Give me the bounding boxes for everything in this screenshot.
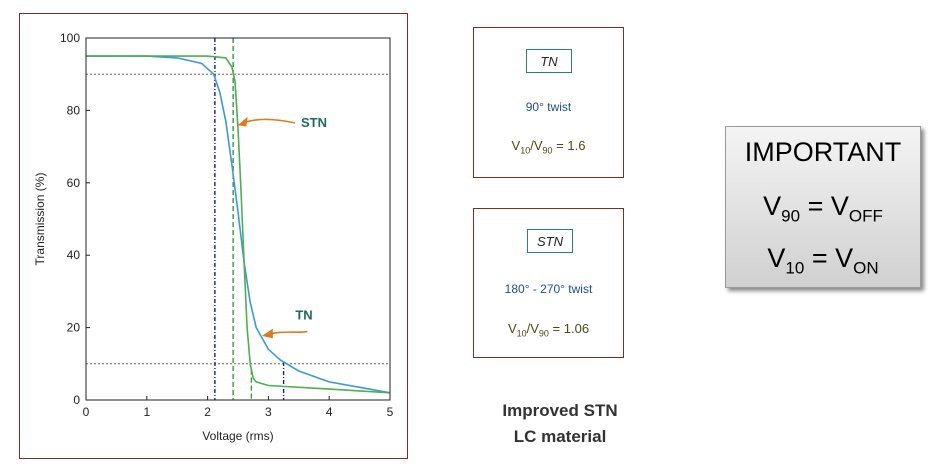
caption-line-1: Improved STN [502, 401, 618, 420]
stn-ratio-v: V [507, 321, 517, 336]
x-tick-label: 0 [83, 405, 90, 419]
series-line-tn [86, 55, 391, 394]
tn-ratio-slash: /V [530, 138, 543, 153]
stn-twist: 180° - 270° twist [504, 282, 593, 296]
y-tick-label: 20 [67, 321, 81, 335]
tn-ratio-v: V [511, 138, 521, 153]
eq-off-lhs-sub: 90 [781, 206, 801, 226]
stn-ratio-value: = 1.06 [548, 321, 590, 336]
stn-annotation-arrow [238, 118, 296, 126]
stn-info-box: STN 180° - 270° twist V10/V90 = 1.06 [473, 208, 624, 358]
tn-info-box: TN 90° twist V10/V90 = 1.6 [473, 27, 624, 178]
caption-line-2: LC material [513, 427, 607, 446]
important-box: IMPORTANT V90 = VOFF V10 = VON [725, 126, 921, 288]
chart-frame: 0 1 2 3 4 5 0 20 40 60 80 100 Voltage (rms) Transmiss… [19, 13, 408, 459]
eq-off-mid: = V [800, 191, 849, 221]
tn-ratio-sub2: 90 [542, 145, 553, 156]
stn-ratio-sub2: 90 [538, 328, 549, 339]
important-eq-on: V10 = VON [726, 243, 920, 278]
eq-on-lhs: V [767, 243, 786, 273]
plot-frame [85, 37, 391, 401]
tn-ratio-value: = 1.6 [552, 138, 586, 153]
stn-ratio-sub1: 10 [516, 328, 527, 339]
eq-on-rhs-sub: ON [853, 258, 879, 278]
tn-ratio-sub1: 10 [520, 145, 531, 156]
tn-ratio: V10/V90 = 1.6 [474, 138, 623, 156]
y-axis-label: Transmission (%) [33, 173, 47, 266]
y-tick-label: 40 [67, 248, 81, 262]
series-line-stn [86, 55, 391, 394]
stn-annotation-arrowhead [237, 116, 248, 127]
eq-on-lhs-sub: 10 [785, 258, 805, 278]
x-tick-label: 2 [204, 405, 211, 419]
stn-tag: STN [527, 229, 573, 253]
tn-annotation-arrowhead [262, 328, 273, 339]
y-tick-label: 100 [60, 31, 80, 45]
x-axis-label: Voltage (rms) [202, 429, 273, 443]
y-tick-label: 80 [67, 103, 81, 117]
tn-annotation-label: TN [295, 308, 312, 323]
eq-off-lhs: V [763, 191, 782, 221]
stn-ratio: V10/V90 = 1.06 [474, 321, 623, 339]
y-tick-label: 60 [67, 176, 81, 190]
x-tick-label: 1 [143, 405, 150, 419]
x-tick-label: 5 [387, 405, 394, 419]
tn-twist: 90° twist [525, 100, 572, 114]
eq-off-rhs-sub: OFF [848, 206, 883, 226]
x-tick-label: 4 [326, 405, 333, 419]
tn-tag: TN [526, 49, 572, 73]
important-title: IMPORTANT [744, 137, 902, 167]
eq-on-mid: = V [804, 243, 854, 273]
caption: Improved STN LC material [460, 398, 660, 450]
stn-annotation-label: STN [301, 115, 327, 130]
important-eq-off: V90 = VOFF [726, 191, 920, 226]
y-tick-label: 0 [73, 393, 80, 407]
x-tick-label: 3 [265, 405, 272, 419]
stn-ratio-slash: /V [526, 321, 539, 336]
transmission-chart: 0 1 2 3 4 5 0 20 40 60 80 100 Voltage (rms) Transmiss… [33, 31, 394, 443]
